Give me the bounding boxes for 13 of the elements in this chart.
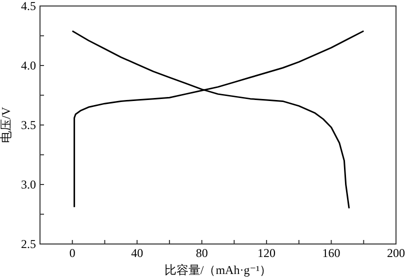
x-tick-label: 40 <box>131 246 144 260</box>
x-tick-label: 160 <box>322 246 340 260</box>
x-tick-label: 200 <box>387 246 405 260</box>
x-tick-label: 120 <box>258 246 276 260</box>
y-tick-label: 3.5 <box>21 118 36 132</box>
y-axis-title: 电压/V <box>0 106 13 143</box>
text: 3.0 <box>21 178 36 192</box>
x-tick-label: 0 <box>69 246 76 260</box>
y-tick-label: 2.5 <box>21 237 36 251</box>
y-tick-label: 4.5 <box>21 0 36 13</box>
x-tick-label: 80 <box>196 246 208 260</box>
x-axis-title: 比容量/（mAh·g⁻¹） <box>164 263 272 277</box>
text: 4.0 <box>21 58 36 72</box>
